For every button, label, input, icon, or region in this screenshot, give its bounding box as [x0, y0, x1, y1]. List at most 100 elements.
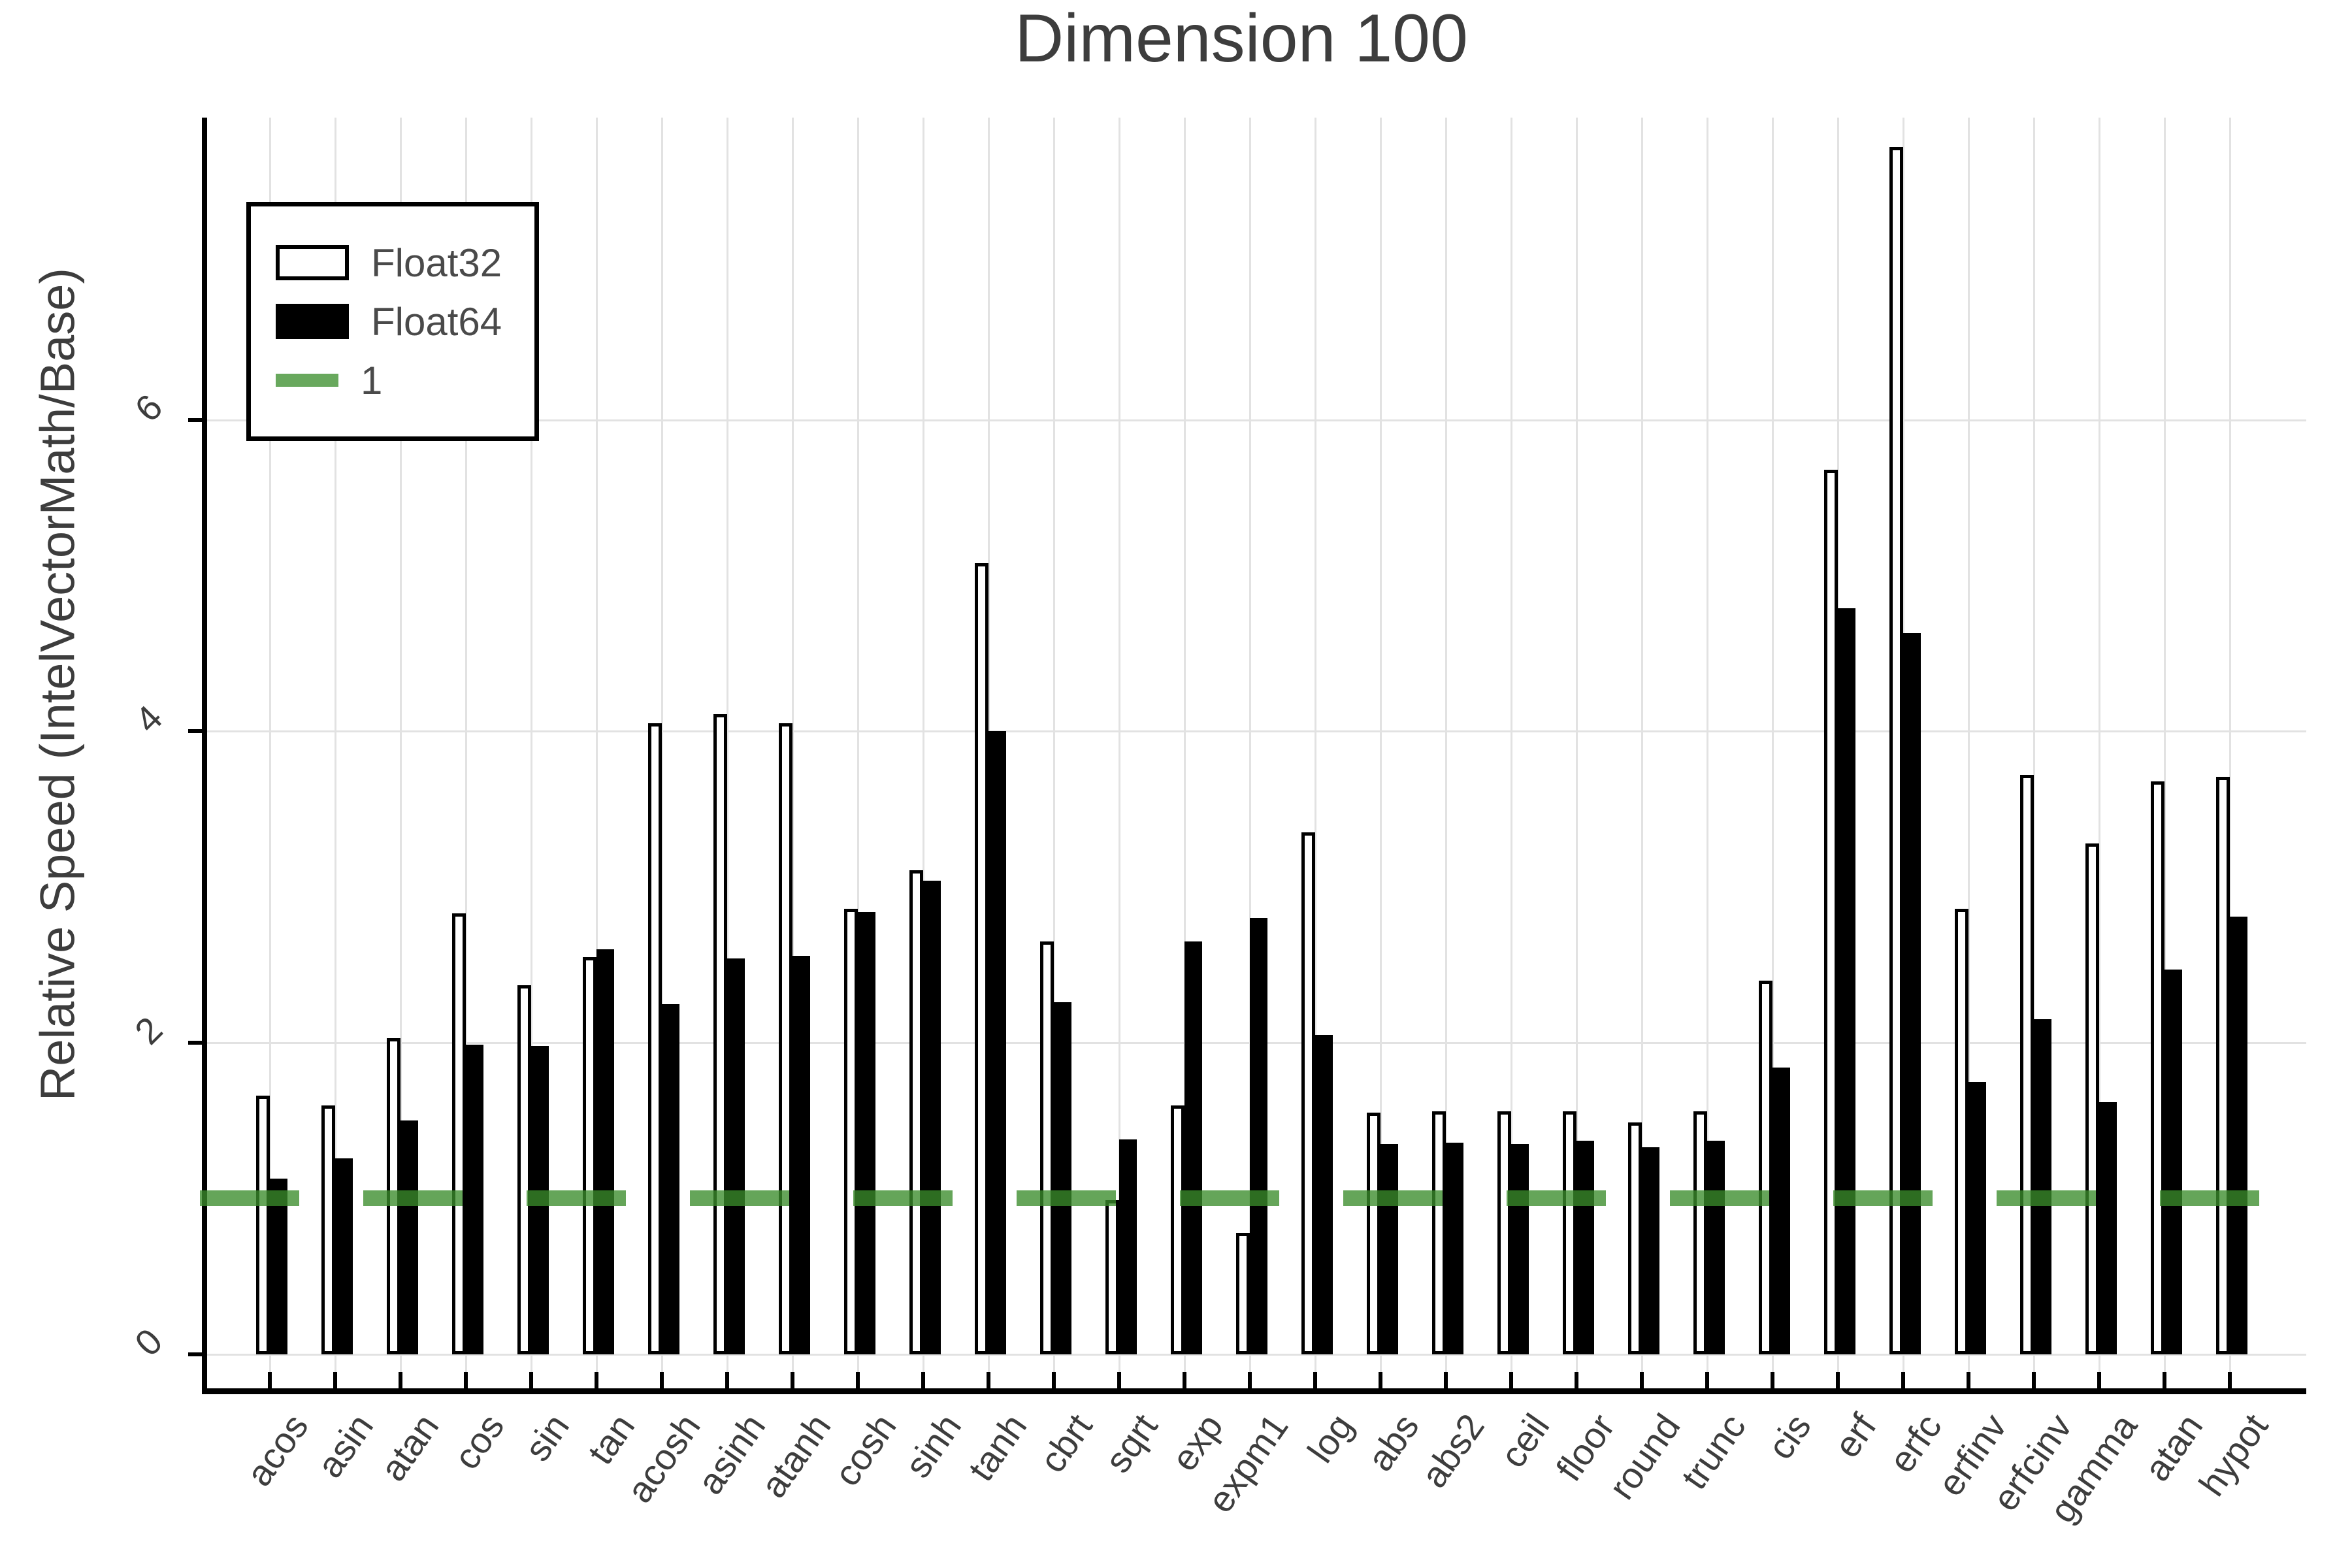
bar-float32-tan-5: [583, 957, 596, 1354]
x-tick-acosh-6: [660, 1372, 664, 1392]
x-tick-label-tan-5: tan: [580, 1406, 643, 1472]
gridline-x-hypot-30: [2229, 118, 2231, 1388]
y-tick-2: [188, 1041, 204, 1045]
legend-label-reference: 1: [361, 358, 383, 402]
bar-float64-asin-1: [335, 1158, 353, 1354]
gridline-x-abs2-18: [1445, 118, 1447, 1388]
bar-float64-cosh-9: [858, 911, 875, 1354]
bar-float32-trunc-22: [1693, 1111, 1707, 1354]
bar-float64-erfinv-26: [1968, 1081, 1986, 1354]
legend-item-float64: Float64: [276, 298, 534, 345]
x-tick-cis-23: [1771, 1372, 1774, 1392]
y-tick-0: [188, 1352, 204, 1356]
x-tick-sqrt-13: [1117, 1372, 1121, 1392]
bar-float32-sqrt-13: [1105, 1200, 1119, 1354]
bar-float32-ceil-19: [1497, 1111, 1511, 1354]
x-tick-atan-2: [399, 1372, 402, 1392]
x-tick-acos-0: [268, 1372, 272, 1392]
x-tick-ceil-19: [1509, 1372, 1513, 1392]
bar-float32-cis-23: [1759, 980, 1772, 1354]
bar-float32-exp-14: [1171, 1105, 1184, 1354]
x-tick-asin-1: [333, 1372, 337, 1392]
x-tick-erfinv-26: [1967, 1372, 1970, 1392]
bar-float64-erfcinv-27: [2034, 1019, 2051, 1354]
bar-float64-round-21: [1642, 1147, 1659, 1354]
bar-float32-tanh-11: [975, 563, 988, 1354]
bar-float64-ceil-19: [1511, 1144, 1529, 1354]
gridline-x-atanh-8: [792, 118, 794, 1388]
gridline-x-round-21: [1641, 118, 1643, 1388]
x-tick-sinh-10: [921, 1372, 925, 1392]
x-tick-gamma-28: [2097, 1372, 2101, 1392]
x-tick-label-cbrt-12: cbrt: [1031, 1406, 1100, 1480]
x-tick-erfc-25: [1901, 1372, 1905, 1392]
gridline-x-cosh-9: [857, 118, 859, 1388]
bar-float32-floor-20: [1563, 1111, 1576, 1354]
bar-float64-tanh-11: [988, 731, 1006, 1354]
x-tick-tanh-11: [987, 1372, 990, 1392]
bar-float64-tan-5: [596, 949, 614, 1354]
x-tick-label-round-21: round: [1600, 1406, 1688, 1507]
y-tick-label-4: 4: [126, 697, 171, 741]
gridline-x-expm1-15: [1249, 118, 1251, 1388]
bar-float64-hypot-30: [2230, 917, 2247, 1354]
bar-float64-floor-20: [1576, 1141, 1594, 1354]
gridline-x-cbrt-12: [1053, 118, 1055, 1388]
bar-float64-trunc-22: [1707, 1141, 1725, 1354]
bar-float32-atanh-8: [779, 723, 792, 1354]
bar-float32-cbrt-12: [1040, 941, 1054, 1354]
x-tick-label-cos-3: cos: [445, 1406, 512, 1477]
bar-float32-abs-17: [1367, 1113, 1380, 1354]
bar-float32-abs2-18: [1432, 1111, 1446, 1354]
gridline-x-exp-14: [1184, 118, 1186, 1388]
bar-float64-expm1-15: [1250, 918, 1267, 1354]
gridline-x-erfinv-26: [1968, 118, 1970, 1388]
bar-float64-erfc-25: [1903, 633, 1921, 1354]
legend: Float32 Float64 1: [246, 202, 539, 441]
gridline-x-sqrt-13: [1119, 118, 1120, 1388]
x-tick-label-sinh-10: sinh: [896, 1406, 970, 1485]
gridline-y-6: [204, 419, 2306, 421]
y-tick-4: [188, 729, 204, 734]
chart-title: Dimension 100: [1015, 1, 1468, 76]
x-tick-cosh-9: [856, 1372, 860, 1392]
x-tick-label-atan-2: atan: [372, 1406, 447, 1488]
x-tick-erfcinv-27: [2032, 1372, 2036, 1392]
bar-float32-erf-24: [1824, 469, 1838, 1354]
bar-float32-gamma-28: [2085, 843, 2099, 1354]
bar-float64-gamma-28: [2099, 1102, 2117, 1354]
x-tick-tan-5: [595, 1372, 598, 1392]
gridline-x-erfcinv-27: [2033, 118, 2035, 1388]
legend-label-float32: Float32: [371, 240, 502, 285]
bar-float64-abs2-18: [1446, 1142, 1463, 1354]
gridline-x-abs-17: [1380, 118, 1382, 1388]
bar-float32-sin-4: [517, 985, 531, 1354]
x-tick-hypot-30: [2228, 1372, 2232, 1392]
gridline-x-cos-3: [465, 118, 467, 1388]
x-tick-label-tanh-11: tanh: [960, 1406, 1035, 1488]
gridline-y-0: [204, 1354, 2306, 1356]
x-tick-cos-3: [464, 1372, 468, 1392]
gridline-x-asin-1: [335, 118, 336, 1388]
gridline-x-sin-4: [531, 118, 532, 1388]
x-tick-atanh-8: [791, 1372, 794, 1392]
x-tick-abs-17: [1379, 1372, 1382, 1392]
y-tick-label-6: 6: [126, 385, 171, 430]
x-tick-label-cis-23: cis: [1759, 1406, 1819, 1467]
bar-float64-atan-2: [400, 1120, 418, 1354]
x-tick-cbrt-12: [1052, 1372, 1056, 1392]
x-tick-atan-29: [2163, 1372, 2166, 1392]
legend-item-float32: Float32: [276, 239, 534, 286]
bar-float32-erfinv-26: [1955, 909, 1968, 1354]
bar-float64-cis-23: [1772, 1068, 1790, 1354]
x-tick-label-log-16: log: [1299, 1406, 1362, 1470]
x-tick-round-21: [1640, 1372, 1644, 1392]
gridline-x-atan-29: [2164, 118, 2166, 1388]
x-tick-floor-20: [1575, 1372, 1578, 1392]
y-tick-6: [188, 417, 204, 422]
x-tick-label-sin-4: sin: [516, 1406, 578, 1469]
x-tick-expm1-15: [1248, 1372, 1252, 1392]
x-tick-label-cosh-9: cosh: [825, 1406, 904, 1494]
bar-float64-sinh-10: [923, 881, 941, 1354]
